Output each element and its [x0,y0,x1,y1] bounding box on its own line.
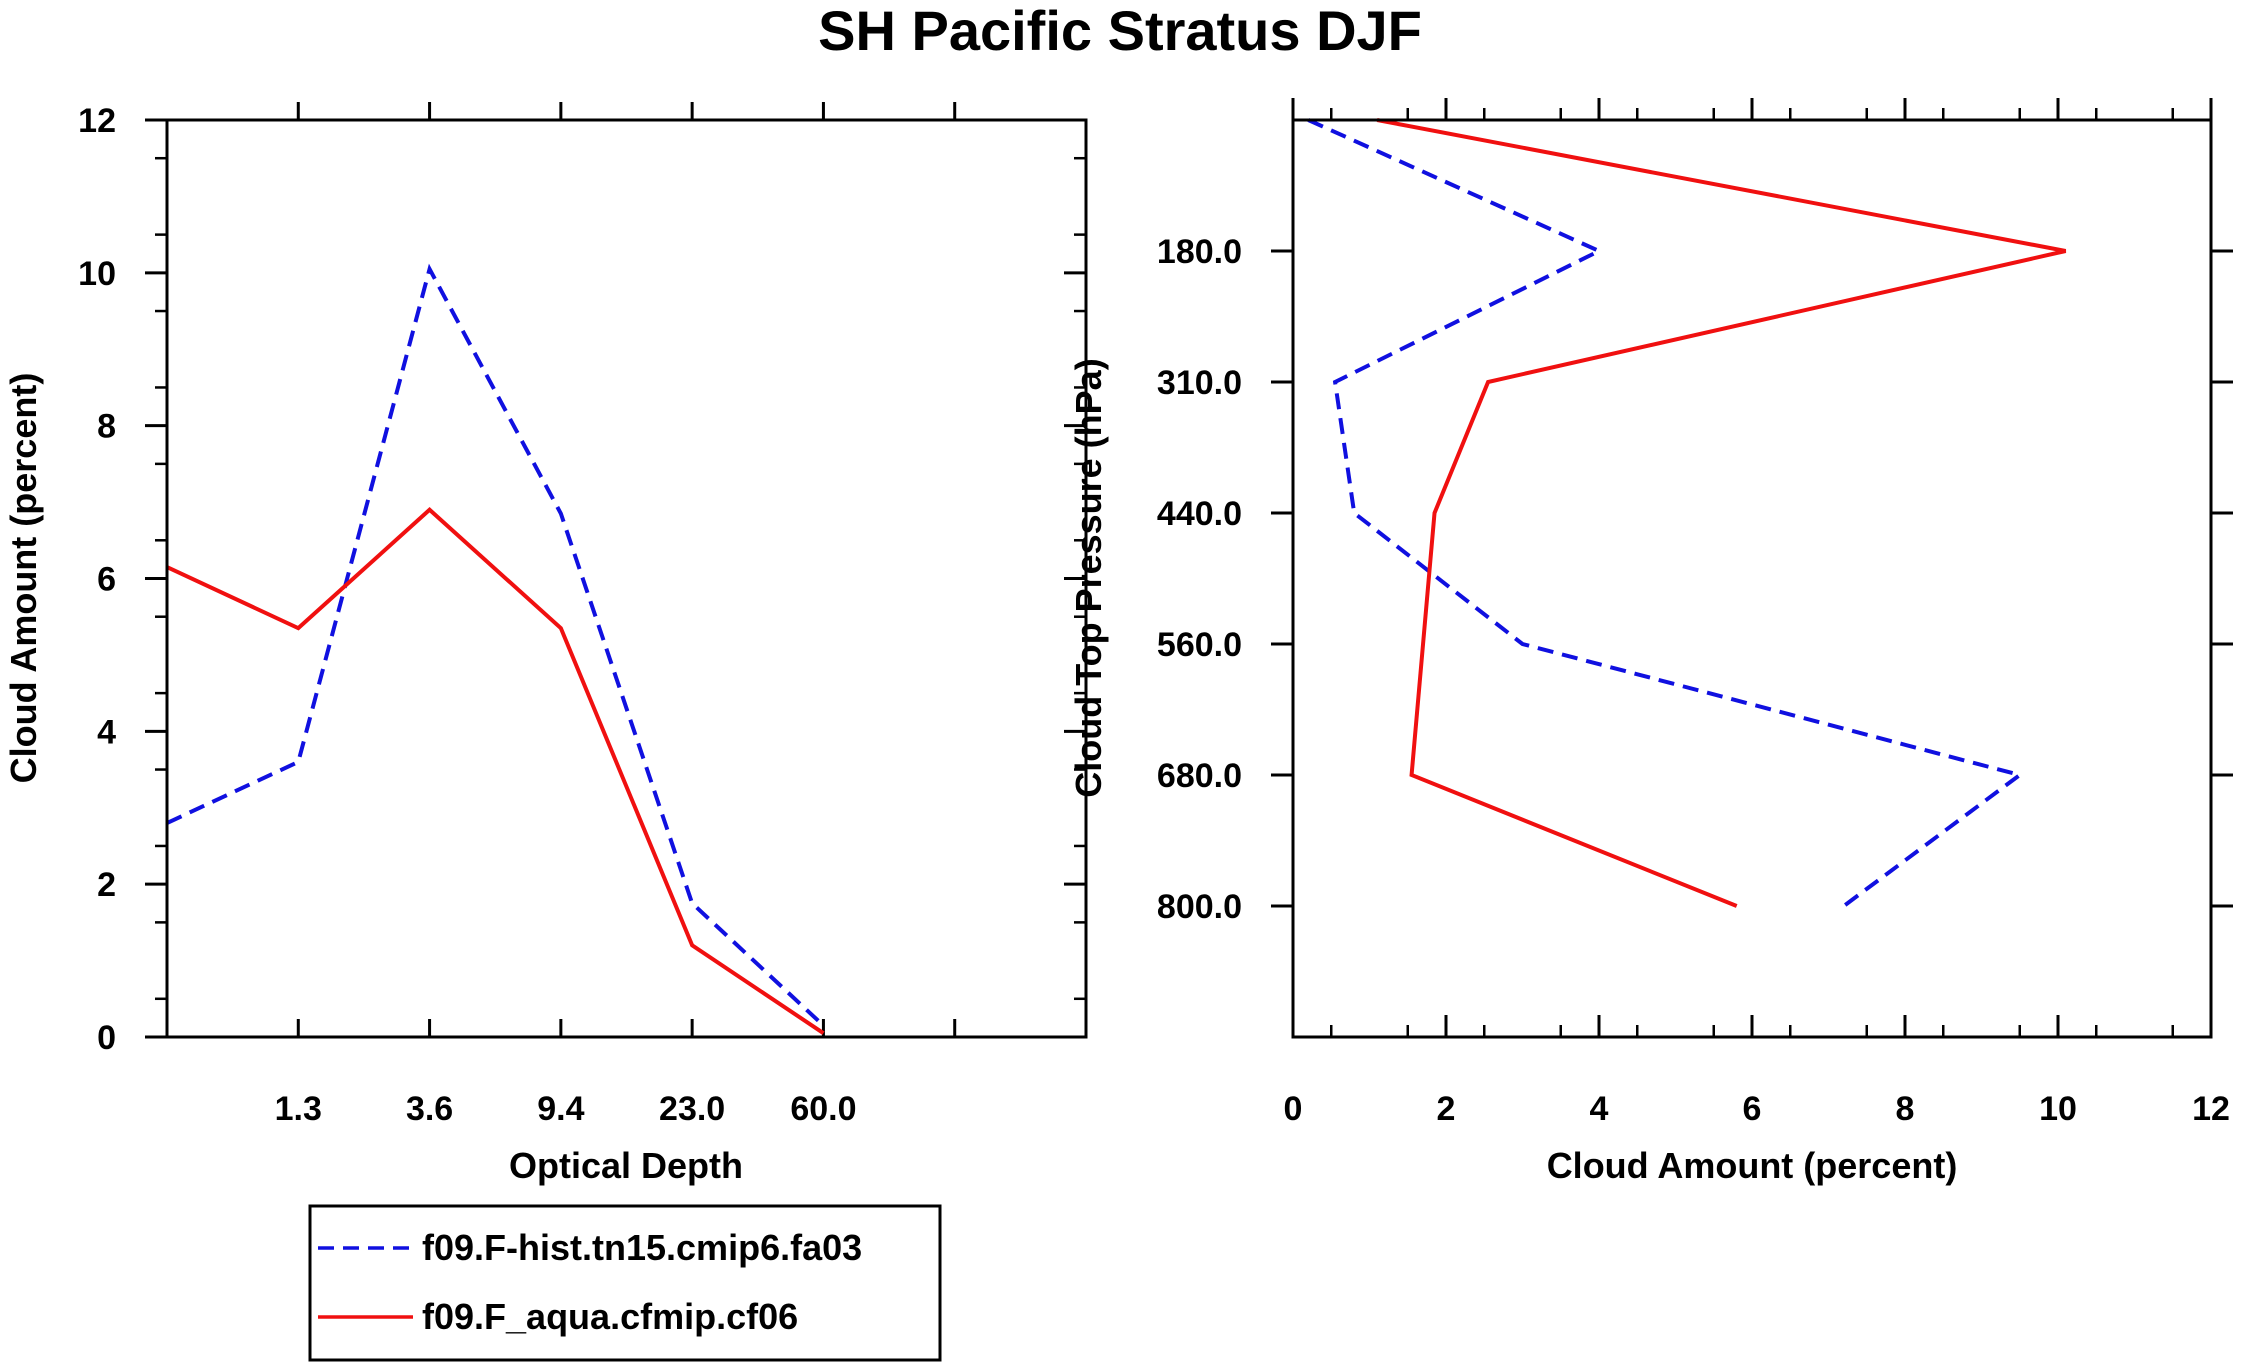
optical-depth-series [166,263,825,1035]
x-tick-label: 60.0 [790,1090,856,1128]
optical-depth-axes: 1.3 3.6 9.4 23.0 60.0 0 2 4 6 8 10 12 [78,102,1086,1128]
y-tick-label: 8 [97,408,116,446]
optical-depth-x-label: Optical Depth [509,1145,743,1186]
cloud-top-pressure-axes: 0 2 4 6 8 10 12 180.0 310.0 440.0 560.0 680.0 800.0 [1157,98,2233,1128]
x-tick-label: 3.6 [406,1090,453,1128]
y-tick-label: 0 [97,1019,116,1057]
series-line-model [1307,118,2025,908]
legend: f09.F-hist.tn15.cmip6.fa03 f09.F_aqua.cf… [308,1204,942,1362]
x-tick-label: 2 [1437,1090,1456,1128]
x-tick-label: 8 [1896,1090,1915,1128]
y-tick-label: 4 [97,713,116,751]
figure-title: SH Pacific Stratus DJF [818,0,1422,62]
x-tick-label: 9.4 [537,1090,584,1128]
x-tick-label: 4 [1590,1090,1609,1128]
y-tick-label: 10 [78,255,116,293]
x-tick-label: 0 [1284,1090,1303,1128]
optical-depth-plot-frame [165,118,1088,1039]
x-tick-label: 10 [2039,1090,2077,1128]
y-tick-label: 310.0 [1157,364,1242,402]
cloud-top-pressure-series [1307,118,2067,908]
series-line-model [166,263,825,1028]
x-tick-label: 12 [2192,1090,2230,1128]
y-tick-label: 2 [97,866,116,904]
series-line-obs [1376,118,2067,908]
cloud-top-pressure-x-label: Cloud Amount (percent) [1547,1145,1958,1186]
y-tick-label: 6 [97,561,116,599]
y-tick-label: 800.0 [1157,888,1242,926]
cloud-top-pressure-plot-frame [1291,118,2213,1039]
cloud-top-pressure-y-label: Cloud Top Pressure (hPa) [1068,358,1109,797]
cloud-top-pressure-panel: 0 2 4 6 8 10 12180.0310.0440.0560.0680.0800.0 … [1068,98,2233,1186]
legend-label-model: f09.F-hist.tn15.cmip6.fa03 [422,1227,862,1268]
y-tick-label: 440.0 [1157,495,1242,533]
y-tick-label: 180.0 [1157,233,1242,271]
optical-depth-panel: 1.3 3.6 9.4 23.0 60.0 0 2 4 6 8 10 12 Optical Depth… [3,102,1088,1186]
y-tick-label: 12 [78,102,116,140]
x-tick-label: 1.3 [275,1090,322,1128]
legend-label-obs: f09.F_aqua.cfmip.cf06 [422,1296,798,1337]
y-tick-label: 560.0 [1157,626,1242,664]
x-tick-label: 6 [1743,1090,1762,1128]
legend-box [308,1204,942,1362]
series-line-obs [166,507,825,1035]
y-tick-label: 680.0 [1157,757,1242,795]
optical-depth-y-label: Cloud Amount (percent) [3,373,44,784]
x-tick-label: 23.0 [659,1090,725,1128]
